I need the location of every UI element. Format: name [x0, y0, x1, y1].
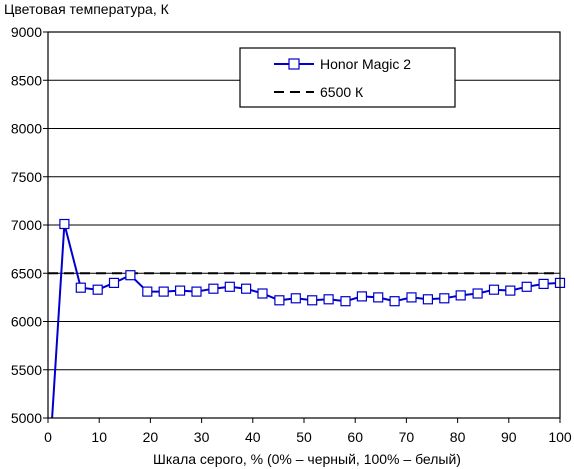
y-tick-label: 5500 — [11, 362, 42, 378]
data-series — [48, 218, 566, 419]
legend-box — [239, 47, 456, 108]
data-point-honor — [439, 293, 450, 304]
y-tick-label: 9000 — [11, 24, 42, 40]
data-point-honor — [257, 288, 268, 299]
y-tick-label: 7500 — [11, 169, 42, 185]
y-axis-ticks: 5000 5500 6000 6500 7000 7500 8000 8500 9000 — [11, 24, 48, 426]
data-point-honor — [356, 291, 367, 302]
y-tick-label: 6500 — [11, 265, 42, 281]
x-tick-label: 70 — [399, 429, 415, 445]
x-tick-label: 90 — [501, 429, 517, 445]
legend-label-honor: Honor Magic 2 — [320, 56, 411, 72]
y-tick-label: 7000 — [11, 217, 42, 233]
x-tick-label: 60 — [347, 429, 363, 445]
data-point-honor — [158, 286, 169, 297]
x-tick-label: 40 — [245, 429, 261, 445]
data-point-honor — [75, 282, 86, 293]
plot-frame — [47, 31, 561, 419]
x-tick-label: 10 — [91, 429, 107, 445]
legend: Honor Magic 2 6500 К — [239, 47, 456, 108]
data-point-honor — [422, 294, 433, 305]
x-axis-ticks: 0 10 20 30 40 50 60 70 80 90 100 — [44, 418, 572, 445]
data-point-honor — [406, 292, 417, 303]
data-point-honor — [125, 270, 136, 281]
y-tick-label: 6000 — [11, 314, 42, 330]
data-point-honor — [224, 281, 235, 292]
x-tick-label: 80 — [450, 429, 466, 445]
x-tick-label: 50 — [296, 429, 312, 445]
data-point-honor — [505, 285, 516, 296]
data-point-honor — [538, 278, 549, 289]
x-tick-label: 20 — [143, 429, 159, 445]
data-point-honor — [108, 277, 120, 288]
chart-title: Цветовая температура, К — [4, 1, 170, 17]
data-point-honor — [208, 283, 219, 294]
x-axis-label: Шкала серого, % (0% – черный, 100% – бел… — [153, 451, 461, 467]
x-tick-label: 100 — [548, 429, 572, 445]
data-point-honor — [323, 294, 334, 305]
y-tick-label: 8000 — [11, 121, 42, 137]
data-point-honor — [175, 285, 186, 296]
data-point-honor — [373, 292, 384, 303]
data-point-honor — [340, 296, 351, 307]
x-tick-label: 30 — [194, 429, 210, 445]
data-point-honor — [290, 293, 301, 304]
data-point-honor — [389, 296, 400, 307]
data-point-honor — [59, 218, 70, 230]
legend-label-6500k: 6500 К — [320, 84, 364, 100]
y-tick-label: 8500 — [11, 72, 42, 88]
legend-marker-honor — [288, 58, 300, 70]
data-point-honor — [307, 295, 318, 306]
data-point-honor — [142, 286, 153, 297]
data-point-honor — [488, 284, 500, 295]
data-point-honor — [92, 284, 103, 295]
data-point-honor — [521, 281, 532, 292]
data-point-honor — [241, 283, 252, 294]
data-point-honor — [455, 290, 466, 301]
data-point-honor — [472, 288, 483, 299]
x-tick-label: 0 — [44, 429, 52, 445]
y-tick-label: 5000 — [11, 410, 42, 426]
data-point-honor — [274, 295, 285, 306]
data-point-honor — [191, 286, 202, 297]
